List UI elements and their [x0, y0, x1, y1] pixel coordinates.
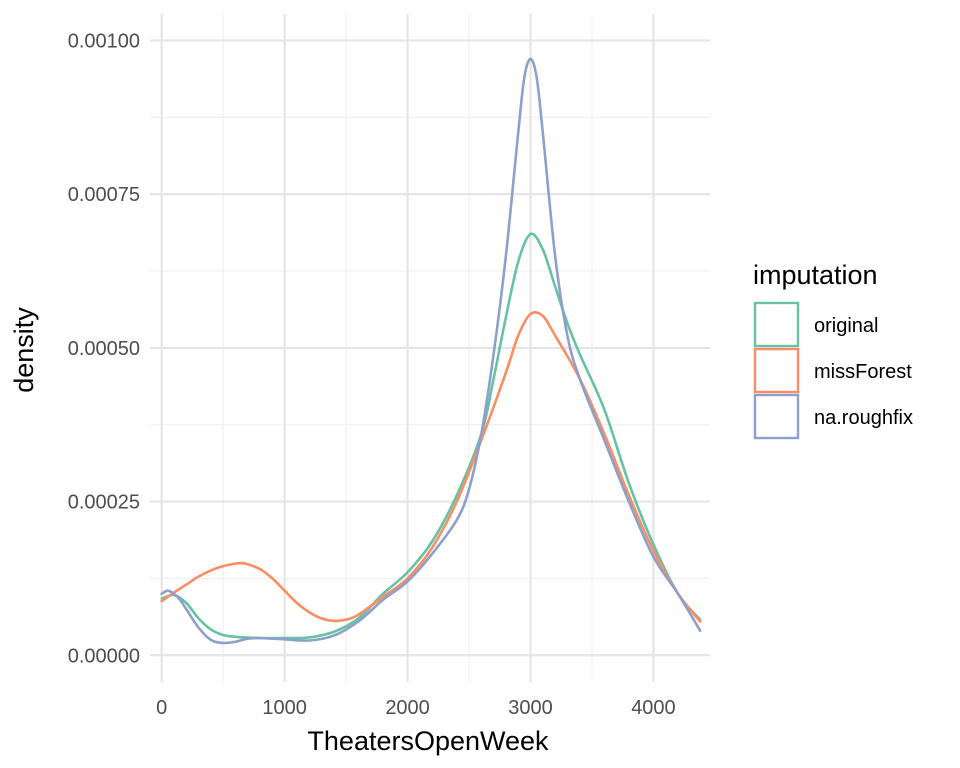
x-tick-label: 2000 — [385, 697, 430, 719]
x-tick-label: 0 — [156, 697, 167, 719]
y-tick-label: 0.00050 — [68, 338, 140, 360]
y-tick-label: 0.00000 — [68, 645, 140, 667]
legend-label-missforest: missForest — [814, 361, 912, 383]
x-axis-tick-labels: 0 1000 2000 3000 4000 — [156, 697, 676, 719]
y-tick-label: 0.00100 — [68, 30, 140, 52]
legend-label-na-roughfix: na.roughfix — [814, 407, 913, 429]
y-axis-title: density — [9, 307, 39, 393]
y-tick-label: 0.00025 — [68, 492, 140, 514]
legend-key-na-roughfix — [753, 393, 800, 440]
major-gridlines — [150, 14, 710, 682]
x-tick-label: 1000 — [262, 697, 307, 719]
y-tick-label: 0.00075 — [68, 184, 140, 206]
x-tick-label: 4000 — [631, 697, 676, 719]
series-line-missforest — [160, 310, 702, 623]
series-line-na-roughfix — [160, 57, 702, 645]
legend: imputation original missForest na.roughfix — [753, 260, 913, 440]
y-axis-tick-labels: 0.00000 0.00025 0.00050 0.00075 0.00100 — [68, 30, 140, 667]
legend-label-original: original — [814, 315, 878, 337]
x-axis-title: TheatersOpenWeek — [307, 726, 549, 756]
x-tick-label: 3000 — [508, 697, 553, 719]
series-line-original — [160, 232, 702, 640]
series-lines — [160, 57, 702, 645]
legend-key-original — [753, 301, 800, 348]
legend-title: imputation — [753, 260, 878, 290]
legend-key-missforest — [753, 347, 800, 394]
